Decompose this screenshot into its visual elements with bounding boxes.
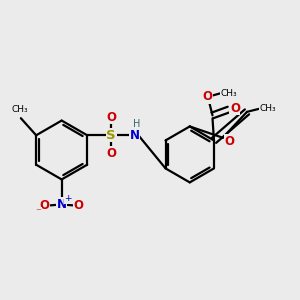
Text: +: +	[64, 194, 72, 203]
Text: CH₃: CH₃	[259, 104, 276, 113]
Text: O: O	[74, 200, 84, 212]
Text: S: S	[106, 129, 116, 142]
Text: N: N	[130, 129, 140, 142]
Text: H: H	[133, 119, 140, 129]
Text: O: O	[39, 200, 49, 212]
Text: CH₃: CH₃	[220, 89, 237, 98]
Text: O: O	[106, 110, 116, 124]
Text: N: N	[57, 198, 67, 211]
Text: ⁻: ⁻	[35, 207, 41, 218]
Text: O: O	[202, 90, 212, 103]
Text: O: O	[225, 135, 235, 148]
Text: CH₃: CH₃	[11, 106, 28, 115]
Text: O: O	[106, 147, 116, 160]
Text: O: O	[230, 101, 240, 115]
